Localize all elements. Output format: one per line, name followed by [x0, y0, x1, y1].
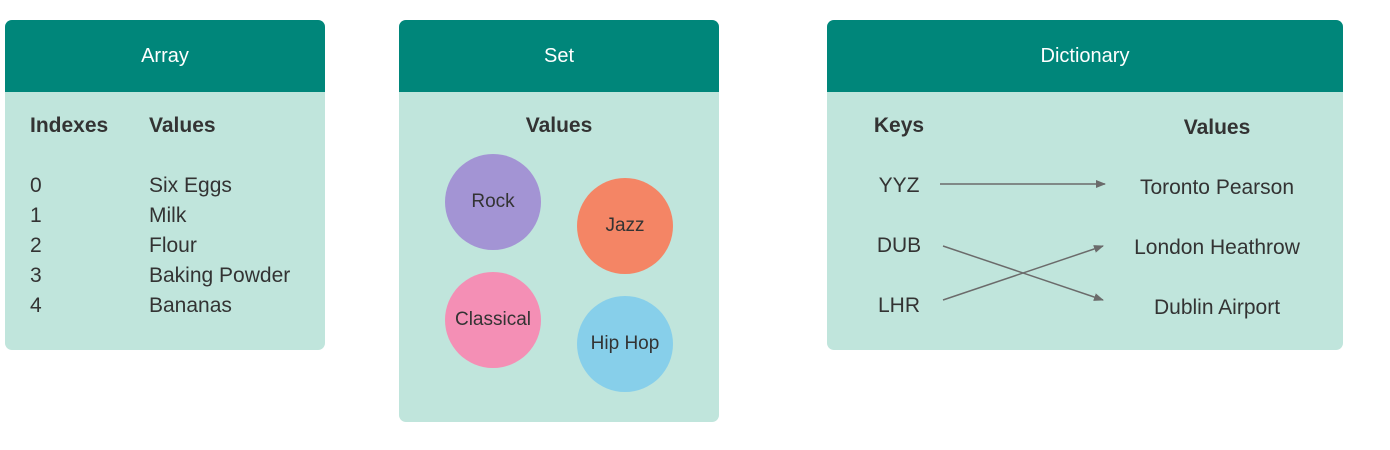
array-value: Flour — [149, 234, 197, 257]
dictionary-key: LHR — [877, 294, 920, 317]
array-value: Milk — [149, 204, 187, 227]
dictionary-value: Toronto Pearson — [1139, 176, 1295, 199]
keys-header: Keys — [873, 114, 925, 137]
set-item-rock: Rock — [445, 154, 541, 250]
array-values-header: Values — [149, 114, 216, 137]
dictionary-value: London Heathrow — [1134, 236, 1300, 259]
dictionary-values-header: Values — [1183, 116, 1251, 139]
array-title: Array — [5, 20, 325, 92]
dictionary-value: Dublin Airport — [1153, 296, 1281, 319]
set-title: Set — [399, 20, 719, 92]
array-value: Baking Powder — [149, 264, 291, 287]
array-index: 4 — [30, 294, 42, 317]
array-value: Six Eggs — [149, 174, 232, 197]
dictionary-title: Dictionary — [827, 20, 1343, 92]
array-index: 1 — [30, 204, 42, 227]
dictionary-key: YYZ — [878, 174, 920, 197]
arrow-lhr-to-london-heathrow — [942, 245, 1104, 301]
array-value: Bananas — [149, 294, 232, 317]
array-card: Array Indexes Values 0 Six Eggs 1 Milk 2… — [5, 20, 325, 350]
set-item-classical: Classical — [445, 272, 541, 368]
mapping-arrows — [940, 180, 1106, 301]
indexes-header: Indexes — [30, 114, 109, 137]
set-item-hip-hop: Hip Hop — [577, 296, 673, 392]
set-item-jazz: Jazz — [577, 178, 673, 274]
set-card: Set Values Rock Jazz Classical Hip Hop — [399, 20, 719, 422]
dictionary-key: DUB — [876, 234, 922, 257]
array-index: 3 — [30, 264, 42, 287]
array-index: 2 — [30, 234, 42, 257]
array-index: 0 — [30, 174, 42, 197]
set-values-header: Values — [525, 114, 593, 137]
dictionary-card: Dictionary Keys Values YYZ DUB LHR Toron… — [827, 20, 1343, 350]
